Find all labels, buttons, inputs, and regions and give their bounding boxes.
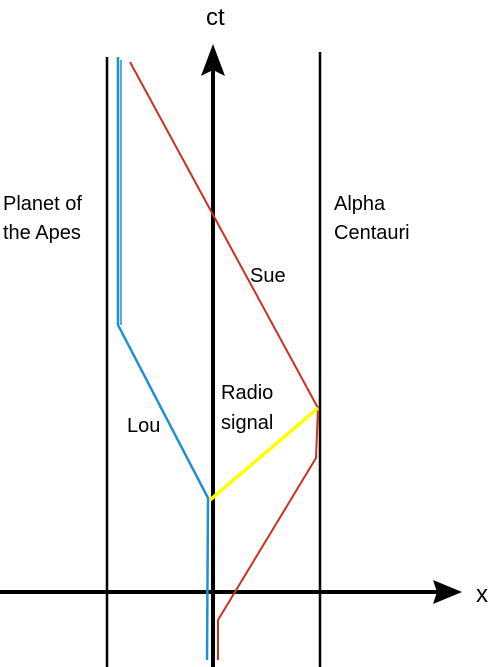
- planet-of-the-apes-label-line-1: Planet of: [3, 193, 82, 215]
- alpha-centauri-label-line-1: Alpha: [334, 193, 386, 215]
- radio-signal-line: [208, 406, 320, 502]
- sue-worldline: [129, 61, 320, 660]
- x-axis-label: x: [476, 581, 488, 608]
- planet-of-the-apes-label-line-2: the Apes: [3, 222, 81, 244]
- x-axis-arrowhead: [433, 580, 462, 604]
- radio-signal-label-line-2: signal: [221, 412, 273, 434]
- sue-label: Sue: [250, 265, 286, 287]
- alpha-centauri-label: Alpha Centauri: [334, 193, 410, 244]
- planet-of-the-apes-label: Planet of the Apes: [3, 193, 88, 244]
- alpha-centauri-label-line-2: Centauri: [334, 222, 410, 244]
- radio-signal-label: Radio signal: [221, 382, 279, 434]
- ct-axis-arrowhead: [201, 44, 225, 76]
- lou-label: Lou: [127, 415, 160, 437]
- ct-axis-label: ct: [206, 4, 225, 31]
- radio-signal-label-line-1: Radio: [221, 382, 273, 404]
- lou-worldline: [116, 57, 210, 661]
